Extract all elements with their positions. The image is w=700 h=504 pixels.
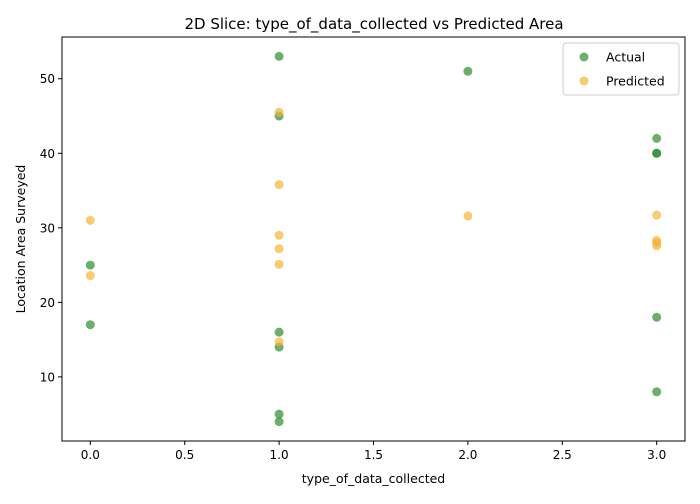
point-actual-13	[652, 387, 662, 397]
legend-marker-actual	[579, 52, 589, 62]
points-layer	[85, 51, 662, 427]
point-actual-2	[274, 51, 284, 61]
x-tick-label: 2.5	[553, 448, 572, 462]
point-predicted-3	[274, 180, 284, 190]
point-actual-1	[85, 320, 95, 330]
x-axis-ticks: 0.0 0.5 1.0 1.5 2.0 2.5 3.0	[81, 441, 666, 462]
legend-marker-predicted	[579, 76, 589, 86]
y-tick-label: 30	[40, 221, 55, 235]
y-tick-label: 50	[40, 72, 55, 86]
point-actual-8	[463, 66, 473, 76]
x-tick-label: 3.0	[647, 448, 666, 462]
point-predicted-7	[274, 337, 284, 347]
point-actual-7	[274, 417, 284, 427]
x-tick-label: 1.5	[364, 448, 383, 462]
legend: Actual Predicted	[562, 42, 680, 96]
x-tick-label: 2.0	[458, 448, 477, 462]
point-predicted-2	[274, 107, 284, 117]
legend-label-actual: Actual	[606, 50, 645, 65]
point-actual-6	[274, 409, 284, 419]
point-predicted-5	[274, 244, 284, 254]
point-predicted-8	[463, 211, 473, 221]
point-actual-0	[85, 260, 95, 270]
point-predicted-6	[274, 259, 284, 269]
y-axis-label: Location Area Surveyed	[13, 165, 28, 314]
y-tick-label: 40	[40, 147, 55, 161]
point-actual-12	[652, 312, 662, 322]
point-actual-4	[274, 327, 284, 337]
y-tick-label: 20	[40, 296, 55, 310]
point-actual-11	[652, 148, 662, 158]
point-actual-9	[652, 133, 662, 143]
legend-label-predicted: Predicted	[606, 74, 665, 89]
plot-area-frame	[61, 36, 686, 442]
point-predicted-0	[85, 215, 95, 225]
y-axis-ticks: 10 20 30 40 50	[40, 72, 62, 384]
point-predicted-4	[274, 230, 284, 240]
x-axis-label: type_of_data_collected	[302, 471, 445, 486]
y-tick-label: 10	[40, 370, 55, 384]
point-predicted-12	[652, 241, 662, 251]
point-predicted-9	[652, 210, 662, 220]
point-predicted-1	[85, 271, 95, 281]
chart-title: 2D Slice: type_of_data_collected vs Pred…	[184, 15, 563, 34]
x-tick-label: 1.0	[270, 448, 289, 462]
x-tick-label: 0.0	[81, 448, 100, 462]
legend-box	[562, 42, 680, 96]
x-tick-label: 0.5	[175, 448, 194, 462]
